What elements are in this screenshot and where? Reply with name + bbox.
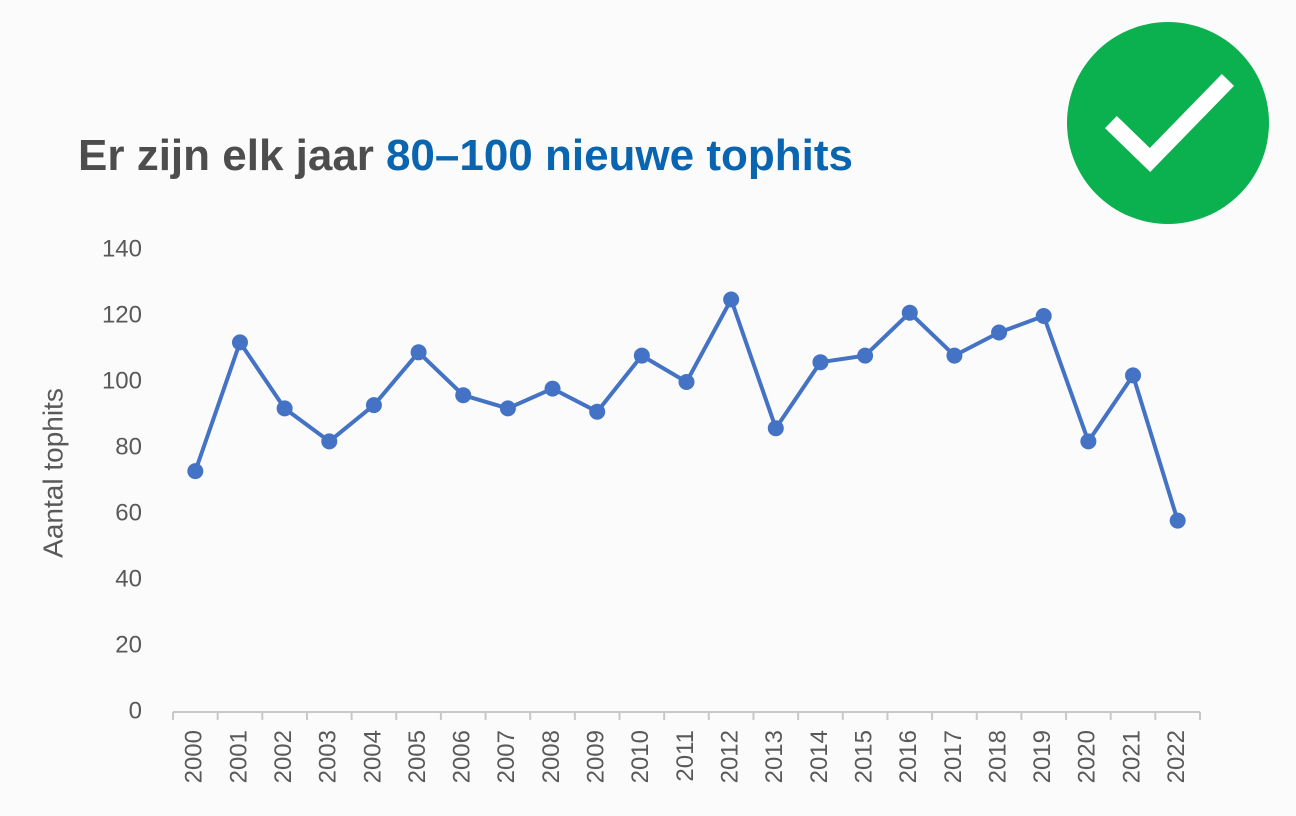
title-part: Er zijn elk jaar [78,131,374,180]
x-tick-label: 2019 [1029,730,1056,783]
x-tick-label: 2018 [984,730,1011,783]
data-point [991,324,1008,341]
y-tick-label: 0 [129,697,142,724]
x-tick-label: 2008 [538,730,565,783]
data-point [857,347,874,364]
y-tick-label: 100 [102,367,142,394]
x-tick-label: 2010 [627,730,654,783]
data-point [321,433,338,450]
y-tick-label: 140 [102,235,142,262]
x-tick-label: 2000 [181,730,208,783]
x-tick-label: 2005 [404,730,431,783]
data-point [901,304,918,321]
x-tick-label: 2004 [359,730,386,783]
check-circle [1067,22,1269,224]
title-highlight: 80–100 nieuwe tophits [386,131,853,180]
x-tick-label: 2014 [806,730,833,783]
x-tick-label: 2022 [1163,730,1190,783]
x-tick-label: 2012 [716,730,743,783]
data-point [1169,512,1186,529]
x-tick-label: 2016 [895,730,922,783]
data-point [499,400,516,417]
data-point [187,463,204,480]
y-axis-label: Aantal tophits [37,388,68,558]
data-point [767,420,784,437]
check-mark [1104,73,1235,173]
data-point [589,403,606,420]
data-point [231,334,248,351]
data-point [812,354,829,371]
x-tick-label: 2003 [315,730,342,783]
y-tick-label: 60 [115,499,142,526]
x-tick-label: 2007 [493,730,520,783]
data-point [633,347,650,364]
data-point [544,380,561,397]
x-tick-label: 2009 [583,730,610,783]
data-point [723,291,740,308]
data-point [1080,433,1097,450]
data-point [455,387,472,404]
x-tick-label: 2001 [225,730,252,783]
y-tick-label: 80 [115,433,142,460]
x-tick-label: 2015 [850,730,877,783]
x-tick-label: 2011 [672,730,699,782]
chart-title: Er zijn elk jaar 80–100 nieuwe tophits [78,131,853,180]
y-tick-label: 40 [115,565,142,592]
x-tick-label: 2017 [940,730,967,783]
data-point [276,400,293,417]
data-point [365,397,382,414]
x-tick-label: 2013 [761,730,788,783]
x-tick-label: 2002 [270,730,297,783]
x-tick-label: 2020 [1074,730,1101,783]
data-point [410,344,427,361]
x-tick-label: 2021 [1118,730,1145,783]
data-point [1125,367,1142,384]
data-point [678,374,695,390]
y-tick-label: 20 [115,631,142,658]
x-tick-label: 2006 [449,730,476,783]
check-icon [1067,22,1269,224]
y-tick-label: 120 [102,301,142,328]
data-point [1035,308,1052,324]
data-point [946,347,963,364]
